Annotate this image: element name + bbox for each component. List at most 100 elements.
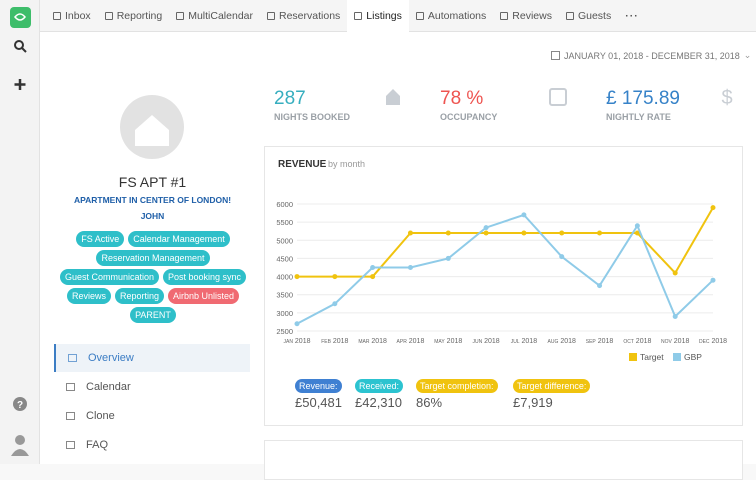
date-range[interactable]: JANUARY 01, 2018 - DECEMBER 31, 2018 ⌄: [551, 50, 751, 61]
x-tick-label: Feb 2018: [321, 338, 348, 345]
nav-item[interactable]: Listings: [347, 0, 409, 32]
listing-subtitle: APARTMENT IN CENTER OF LONDON!: [73, 195, 232, 205]
nav-icon: [500, 11, 509, 20]
nav-item[interactable]: Reporting: [98, 0, 170, 32]
chart-subtitle: by month: [328, 159, 365, 169]
point: [597, 230, 603, 236]
point: [672, 270, 678, 276]
tag: PARENT: [130, 307, 176, 323]
sidebar: ?: [0, 0, 40, 464]
y-tick-label: 3000: [276, 309, 293, 318]
stat-icons: $: [386, 87, 733, 109]
legend-label: GBP: [684, 352, 702, 362]
search-icon-handle: [21, 47, 27, 53]
tag: FS Active: [76, 231, 125, 247]
stat-value: 78 %: [440, 88, 484, 109]
menu-item[interactable]: Overview: [54, 344, 250, 372]
point: [521, 212, 527, 218]
nav-item[interactable]: Guests: [559, 0, 618, 32]
y-tick-label: 3500: [276, 291, 293, 300]
point: [710, 277, 716, 283]
nav-item[interactable]: Automations: [409, 0, 493, 32]
summary-value: 86%: [416, 395, 443, 410]
tag: Reviews: [66, 288, 111, 304]
nav-label: Reviews: [512, 9, 552, 22]
summary-value: £7,919: [513, 395, 553, 410]
point: [370, 265, 376, 270]
y-tick-label: 6000: [276, 200, 293, 209]
nav-icon: [354, 11, 363, 20]
point: [294, 321, 300, 327]
nav-icon: [565, 11, 574, 20]
point: [332, 301, 338, 307]
point: [634, 230, 640, 236]
avatar-house: [135, 115, 169, 146]
nav-item[interactable]: Reservations: [260, 0, 347, 32]
menu-icon: [66, 441, 75, 449]
x-tick-label: Nov 2018: [661, 338, 689, 345]
nav-item[interactable]: MultiCalendar: [169, 0, 260, 32]
menu-item[interactable]: FAQ: [54, 431, 250, 459]
nav-more[interactable]: ···: [625, 9, 639, 22]
nav-item[interactable]: Inbox: [46, 0, 98, 32]
nav-label: Listings: [366, 9, 402, 22]
point: [483, 225, 489, 231]
nav-icon: [267, 11, 275, 20]
y-tick-label: 5000: [276, 236, 293, 245]
point: [597, 283, 603, 289]
point: [521, 230, 527, 236]
help-icon[interactable]: [13, 397, 27, 411]
tag-list: FS Active Calendar Management Reservation …: [58, 231, 248, 323]
point: [407, 230, 413, 236]
logo[interactable]: [10, 7, 31, 28]
summary-pill: Received:: [355, 379, 404, 393]
point: [445, 255, 451, 261]
menu-item[interactable]: Calendar: [54, 373, 250, 401]
y-tick-label: 2500: [276, 327, 293, 336]
x-tick-label: Oct 2018: [623, 338, 651, 345]
point: [332, 274, 338, 280]
menu-icon: [68, 354, 77, 362]
revenue-chart: REVENUE by month 2500 3000 3500 4000 4500 500…: [276, 159, 727, 362]
x-tick-label: Mar 2018: [358, 338, 387, 345]
point: [407, 265, 413, 270]
nav-icon: [104, 11, 113, 20]
tag: Airbnb Unlisted: [168, 288, 240, 304]
stat-label: NIGHTLY RATE: [606, 112, 671, 122]
add-icon[interactable]: [14, 79, 26, 90]
search-icon[interactable]: [14, 40, 24, 50]
date-range-text: JANUARY 01, 2018 - DECEMBER 31, 2018: [564, 50, 740, 61]
menu-icon: [66, 412, 75, 420]
nav-icon: [415, 11, 424, 20]
stat-label: NIGHTS BOOKED: [274, 112, 351, 122]
tag: Guest Communication: [59, 269, 159, 285]
dollar-icon: $: [721, 87, 732, 109]
user-icon-body: [11, 449, 29, 456]
point: [294, 274, 300, 280]
summary-pill: Target difference:: [513, 379, 591, 393]
nav-label: Automations: [427, 9, 487, 22]
point: [559, 254, 565, 260]
nav-label: Reporting: [116, 9, 163, 22]
nav-label: MultiCalendar: [188, 9, 253, 22]
user-icon[interactable]: [15, 435, 25, 445]
x-tick-label: Jan 2018: [284, 338, 311, 345]
tag: Post booking sync: [163, 269, 247, 285]
legend-label: Target: [640, 352, 664, 362]
point: [559, 230, 565, 236]
menu-item[interactable]: Clone: [54, 402, 250, 430]
nav-icon: [176, 11, 185, 20]
profile-art: [120, 95, 184, 159]
logo-mark: [14, 13, 26, 21]
nav-item[interactable]: Reviews: [493, 0, 559, 32]
series-line: [296, 213, 714, 325]
x-tick-label: Apr 2018: [397, 338, 425, 345]
x-tick-label: Dec 2018: [699, 338, 727, 345]
chart-title: REVENUE: [278, 159, 327, 170]
menu-icon: [66, 383, 75, 391]
sidebar-icons: ?: [10, 7, 31, 456]
y-tick-label: 4500: [276, 254, 293, 263]
summary-value: £42,310: [355, 395, 402, 410]
top-nav: Inbox Reporting MultiCalendar Reservations L…: [40, 0, 756, 32]
